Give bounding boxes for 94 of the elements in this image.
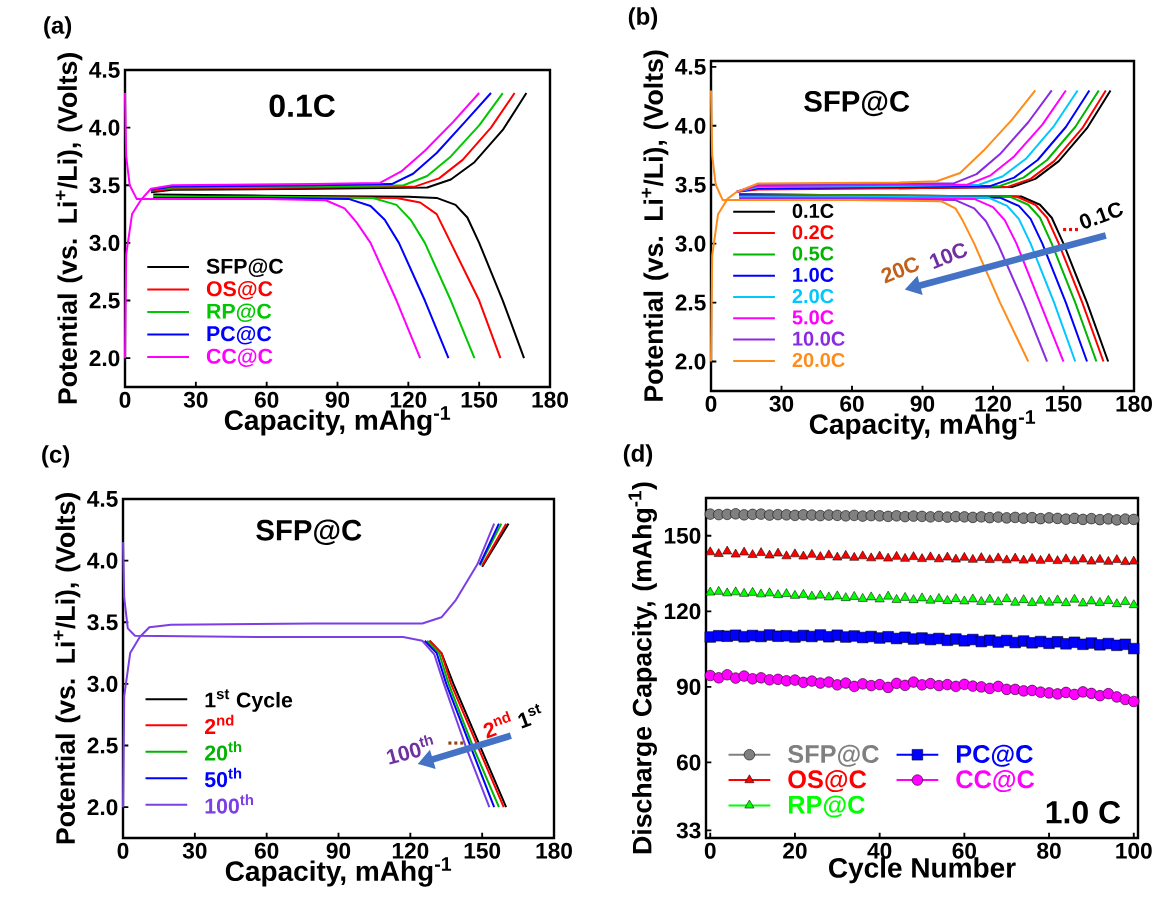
annotation: 0.1C (1079, 202, 1123, 229)
x-tick-label: 180 (536, 842, 572, 859)
x-tick-label: 20 (783, 842, 807, 859)
x-tick-label: 180 (1116, 395, 1152, 412)
x-tick-label: 60 (840, 395, 864, 412)
legend-label: 0.5C (792, 246, 834, 261)
legend-label: SFP@C (788, 744, 879, 767)
x-tick-label: 30 (769, 395, 794, 412)
legend-label: CC@C (956, 770, 1035, 793)
annotation: 0.1C (269, 94, 335, 118)
y-tick-label: 2.0 (87, 799, 118, 816)
y-tick-label: 4.0 (87, 552, 118, 569)
annotation: 10C (929, 243, 968, 270)
y-tick-label: 4.5 (675, 58, 706, 75)
x-tick-label: 80 (1037, 842, 1061, 859)
legend-label: 10.0C (793, 331, 845, 346)
x-tick-label: 90 (326, 842, 351, 859)
x-tick-label: 150 (464, 842, 501, 859)
x-tick-label: 0 (704, 842, 716, 859)
y-tick-label: 33 (676, 822, 701, 839)
annotation: 1$^{st}$ (518, 703, 542, 729)
y-tick-label: 3.5 (675, 176, 706, 193)
legend-label: 5.0C (792, 310, 834, 325)
x-tick-label: 150 (461, 391, 498, 408)
annotation: SFP@C (256, 519, 362, 545)
annotation: 2$^{nd}$ (483, 710, 512, 739)
y-tick-label: 2.5 (89, 292, 120, 309)
legend-label: RP@C (788, 795, 865, 818)
legend-label: 1.0C (793, 267, 834, 282)
annotation: 20C (881, 257, 920, 284)
y-tick-label: 3.5 (87, 614, 118, 631)
y-axis-title: Potential (vs. Li$^{+}$/Li), (Volts) (55, 53, 83, 404)
legend-label: OS@C (788, 770, 867, 793)
chart-title: (b) (628, 7, 658, 30)
y-tick-label: 3.5 (89, 177, 120, 194)
legend-label: 2$^{nd}$ (204, 714, 234, 734)
x-tick-label: 30 (183, 391, 208, 408)
chart-title: (c) (42, 445, 70, 468)
legend-label: 20$^{th}$ (204, 741, 242, 761)
x-tick-label: 60 (254, 391, 279, 408)
y-tick-label: 2.5 (87, 737, 118, 754)
x-tick-label: 60 (952, 842, 977, 859)
y-tick-label: 4.5 (87, 491, 118, 507)
x-tick-label: 120 (390, 391, 427, 408)
x-axis-title: Cycle Number (829, 857, 1016, 884)
legend-label: 20.0C (792, 352, 845, 368)
x-tick-label: 180 (532, 391, 568, 408)
y-tick-label: 120 (664, 603, 701, 620)
legend-label: CC@C (206, 348, 273, 367)
x-tick-label: 100 (1116, 842, 1152, 859)
x-tick-label: 90 (910, 395, 935, 412)
y-tick-label: 3.0 (87, 675, 118, 692)
x-tick-label: 0 (705, 395, 717, 412)
chart-title: (d) (623, 444, 653, 467)
y-tick-label: 60 (676, 754, 701, 771)
x-tick-label: 0 (117, 842, 129, 859)
y-tick-label: 4.0 (675, 117, 706, 134)
annotation: ... (1063, 227, 1078, 232)
y-tick-label: 4.5 (89, 62, 120, 78)
chart-title: (a) (44, 16, 72, 39)
x-tick-label: 0 (119, 391, 131, 408)
annotation: 1.0 C (1046, 800, 1121, 824)
legend-label: OS@C (206, 280, 273, 300)
y-tick-label: 2.0 (675, 353, 706, 370)
y-tick-label: 2.5 (675, 294, 706, 311)
y-axis-title: Potential (vs. Li$^{+}$/Li), (Volts) (641, 50, 669, 401)
legend-label: SFP@C (206, 258, 284, 277)
legend-label: RP@C (207, 303, 272, 322)
x-tick-label: 120 (392, 842, 429, 859)
y-tick-label: 3.0 (675, 235, 706, 252)
x-tick-label: 120 (975, 395, 1011, 412)
x-tick-label: 90 (325, 391, 350, 408)
x-tick-label: 30 (182, 842, 207, 859)
x-tick-label: 60 (254, 842, 279, 859)
y-tick-label: 150 (664, 527, 701, 544)
x-tick-label: 150 (1046, 395, 1082, 412)
y-axis-title: Potential (vs. Li$^{+}$/Li), (Volts) (53, 493, 81, 844)
legend-label: 0.1C (792, 203, 834, 218)
legend-label: PC@C (207, 325, 272, 345)
legend-label: 100$^{th}$ (205, 794, 253, 814)
y-tick-label: 2.0 (89, 350, 120, 367)
y-tick-label: 90 (676, 678, 701, 695)
legend-label: 2.0C (792, 289, 834, 304)
y-axis-title: Discharge Capacity, (mAhg$^{-1}$) (628, 482, 657, 854)
legend-label: PC@C (956, 744, 1033, 767)
legend-label: 50$^{th}$ (204, 767, 242, 788)
y-tick-label: 3.0 (89, 234, 120, 251)
annotation: ... (448, 741, 464, 745)
annotation: 100$^{th}$ (386, 735, 434, 765)
legend-label: 0.2C (792, 225, 834, 240)
y-tick-label: 4.0 (89, 119, 120, 136)
x-tick-label: 40 (867, 842, 892, 859)
annotation: SFP@C (804, 90, 910, 117)
legend-label: 1$^{st}$ Cycle (205, 689, 293, 712)
